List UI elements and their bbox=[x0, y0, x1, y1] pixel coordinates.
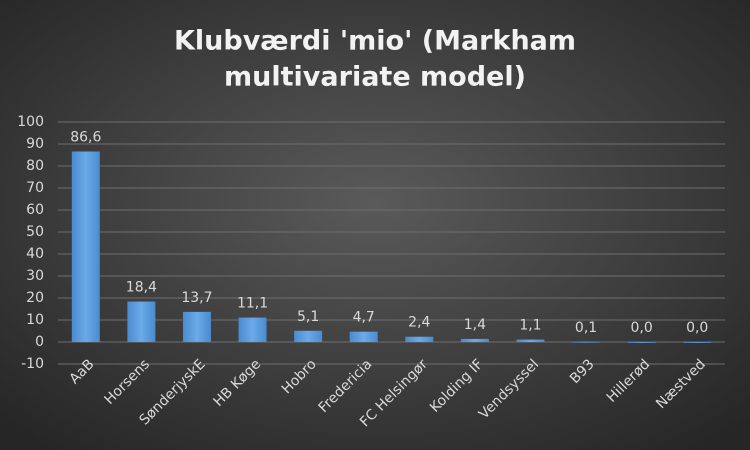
y-tick-label: 10 bbox=[26, 312, 44, 328]
y-tick-label: 20 bbox=[26, 290, 44, 306]
value-label: 2,4 bbox=[408, 315, 430, 331]
value-label: 4,7 bbox=[353, 310, 375, 326]
bar bbox=[627, 342, 656, 343]
value-label: 5,1 bbox=[297, 309, 319, 325]
value-label: 11,1 bbox=[237, 296, 268, 312]
y-tick-label: 30 bbox=[26, 268, 44, 284]
y-tick-label: 90 bbox=[26, 136, 44, 152]
y-tick-label: 40 bbox=[26, 246, 44, 262]
bar bbox=[71, 151, 100, 342]
y-tick-label: 100 bbox=[17, 114, 44, 130]
chart-title: Klubværdi 'mio' (Markham bbox=[174, 26, 576, 57]
y-tick-label: 50 bbox=[26, 224, 44, 240]
y-tick-label: 0 bbox=[35, 334, 44, 350]
value-label: 1,4 bbox=[464, 317, 486, 333]
y-tick-label: 70 bbox=[26, 180, 44, 196]
chart-title: multivariate model) bbox=[224, 62, 526, 93]
value-label: 18,4 bbox=[126, 280, 157, 296]
bar bbox=[516, 339, 545, 342]
value-label: 0,0 bbox=[686, 320, 708, 336]
value-label: 1,1 bbox=[519, 318, 541, 334]
value-label: 0,1 bbox=[575, 320, 597, 336]
bar bbox=[238, 317, 267, 342]
value-label: 13,7 bbox=[181, 290, 212, 306]
y-tick-label: 60 bbox=[26, 202, 44, 218]
y-tick-label: -10 bbox=[21, 356, 44, 372]
value-label: 86,6 bbox=[70, 129, 101, 145]
bar bbox=[405, 336, 434, 342]
value-label: 0,0 bbox=[630, 320, 652, 336]
bar bbox=[572, 341, 601, 343]
bar bbox=[127, 301, 156, 342]
bar bbox=[294, 330, 323, 342]
y-tick-label: 80 bbox=[26, 158, 44, 174]
bar bbox=[683, 342, 712, 343]
bar bbox=[182, 311, 211, 342]
bar bbox=[349, 331, 378, 342]
bar bbox=[460, 338, 489, 342]
